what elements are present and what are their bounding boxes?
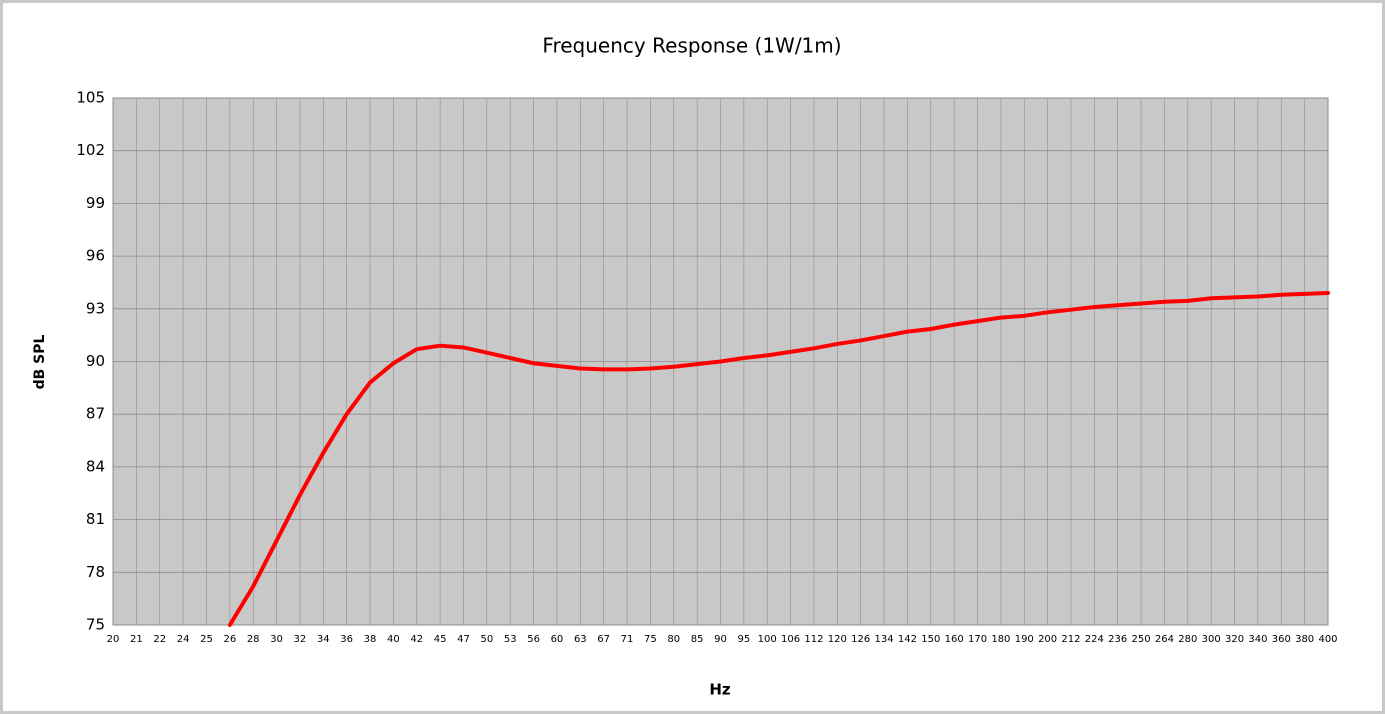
y-tick-label: 78 [86,563,105,581]
x-tick-label: 190 [1015,634,1034,645]
x-tick-label: 224 [1085,634,1104,645]
x-tick-label: 60 [551,634,564,645]
chart-title: Frequency Response (1W/1m) [542,34,841,58]
x-tick-label: 56 [527,634,540,645]
x-tick-label: 380 [1295,634,1314,645]
x-tick-label: 400 [1318,634,1337,645]
x-tick-label: 63 [574,634,587,645]
x-tick-label: 26 [223,634,236,645]
x-tick-label: 20 [107,634,120,645]
x-tick-label: 32 [294,634,307,645]
y-tick-label: 87 [86,405,105,423]
x-tick-label: 36 [340,634,353,645]
x-tick-label: 34 [317,634,330,645]
plot-border [112,97,1329,626]
x-tick-label: 100 [758,634,777,645]
x-tick-label: 126 [851,634,870,645]
x-tick-label: 236 [1108,634,1127,645]
x-tick-label: 47 [457,634,470,645]
x-tick-label: 340 [1248,634,1267,645]
data-line [227,290,1330,627]
x-tick-label: 90 [714,634,727,645]
x-tick-label: 264 [1155,634,1174,645]
x-tick-label: 320 [1225,634,1244,645]
x-tick-label: 80 [667,634,680,645]
y-tick-label: 99 [86,194,105,212]
x-tick-label: 30 [270,634,283,645]
y-tick-label: 84 [86,457,105,475]
x-tick-label: 134 [875,634,894,645]
x-tick-label: 160 [945,634,964,645]
y-tick-label: 90 [86,352,105,370]
x-tick-label: 180 [991,634,1010,645]
y-tick-label: 93 [86,299,105,317]
y-tick-label: 81 [86,510,105,528]
x-tick-label: 42 [410,634,423,645]
x-tick-label: 50 [480,634,493,645]
x-tick-label: 67 [597,634,610,645]
x-axis-label: Hz [709,681,731,699]
x-tick-label: 28 [247,634,260,645]
x-tick-label: 21 [130,634,143,645]
x-tick-label: 38 [364,634,377,645]
x-tick-label: 106 [781,634,800,645]
x-tick-label: 22 [153,634,166,645]
x-tick-label: 212 [1061,634,1080,645]
x-tick-label: 250 [1132,634,1151,645]
x-tick-label: 280 [1178,634,1197,645]
x-tick-label: 112 [804,634,823,645]
x-tick-label: 53 [504,634,517,645]
x-tick-label: 45 [434,634,447,645]
x-tick-label: 40 [387,634,400,645]
y-axis-label: dB SPL [32,335,48,390]
x-tick-label: 300 [1202,634,1221,645]
x-tick-label: 120 [828,634,847,645]
x-tick-label: 360 [1272,634,1291,645]
x-tick-label: 150 [921,634,940,645]
x-tick-label: 75 [644,634,657,645]
y-tick-label: 96 [86,247,105,265]
y-tick-label: 75 [86,616,105,634]
x-tick-label: 71 [621,634,634,645]
x-tick-label: 95 [737,634,750,645]
y-tick-label: 102 [76,141,105,159]
x-tick-label: 200 [1038,634,1057,645]
y-tick-label: 105 [76,89,105,107]
x-tick-label: 24 [177,634,190,645]
x-tick-label: 170 [968,634,987,645]
x-tick-label: 25 [200,634,213,645]
x-tick-label: 85 [691,634,704,645]
x-tick-label: 142 [898,634,917,645]
